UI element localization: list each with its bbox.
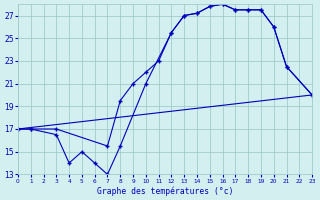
X-axis label: Graphe des températures (°c): Graphe des températures (°c) (97, 186, 233, 196)
